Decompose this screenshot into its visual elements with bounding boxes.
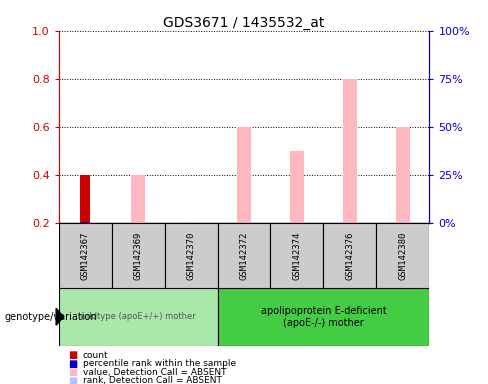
- Text: GSM142367: GSM142367: [81, 231, 90, 280]
- Bar: [131, 175, 144, 223]
- Bar: [324, 223, 376, 288]
- Bar: [344, 79, 357, 223]
- Text: percentile rank within the sample: percentile rank within the sample: [83, 359, 236, 368]
- Bar: [396, 127, 409, 223]
- Text: ■: ■: [68, 367, 78, 377]
- Bar: [218, 288, 429, 346]
- Text: rank, Detection Call = ABSENT: rank, Detection Call = ABSENT: [83, 376, 222, 384]
- Text: value, Detection Call = ABSENT: value, Detection Call = ABSENT: [83, 367, 226, 377]
- Text: ■: ■: [68, 359, 78, 369]
- Bar: [237, 127, 251, 223]
- Text: ■: ■: [68, 376, 78, 384]
- Text: count: count: [83, 351, 109, 360]
- Text: GSM142380: GSM142380: [398, 231, 407, 280]
- Text: GSM142369: GSM142369: [134, 231, 142, 280]
- Bar: [218, 223, 270, 288]
- Text: GSM142376: GSM142376: [346, 231, 354, 280]
- Bar: [241, 222, 247, 223]
- Text: apolipoprotein E-deficient
(apoE-/-) mother: apolipoprotein E-deficient (apoE-/-) mot…: [261, 306, 386, 328]
- Bar: [376, 223, 429, 288]
- Text: ■: ■: [68, 350, 78, 360]
- Polygon shape: [56, 308, 63, 325]
- Bar: [400, 222, 406, 223]
- Bar: [59, 223, 112, 288]
- Bar: [59, 288, 218, 346]
- Text: genotype/variation: genotype/variation: [5, 312, 98, 322]
- Bar: [347, 222, 353, 223]
- Bar: [82, 222, 88, 223]
- Bar: [270, 223, 324, 288]
- Bar: [112, 223, 164, 288]
- Text: GSM142372: GSM142372: [240, 231, 248, 280]
- Bar: [294, 222, 300, 223]
- Bar: [290, 151, 304, 223]
- Bar: [164, 223, 218, 288]
- Text: wildtype (apoE+/+) mother: wildtype (apoE+/+) mother: [80, 312, 196, 321]
- Text: GSM142370: GSM142370: [186, 231, 196, 280]
- Title: GDS3671 / 1435532_at: GDS3671 / 1435532_at: [163, 16, 325, 30]
- Text: GSM142374: GSM142374: [292, 231, 302, 280]
- Bar: [81, 175, 90, 223]
